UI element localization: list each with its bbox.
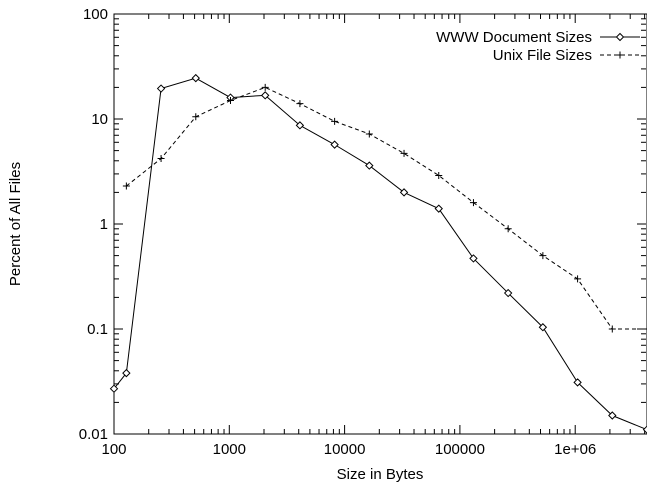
data-point-marker [330,140,339,149]
x-tick-label: 100000 [435,441,485,458]
x-tick-label: 10000 [324,441,366,458]
y-tick-label: 0.01 [79,426,108,443]
x-tick-label: 1e+06 [554,441,596,458]
data-point-marker [261,83,269,91]
series-layer [109,73,647,434]
data-point-marker [399,188,409,197]
x-tick-label: 100 [101,441,126,458]
data-point-marker [365,161,374,170]
data-point-marker [643,325,647,333]
data-point-marker [192,113,200,121]
data-point-marker [573,378,582,387]
data-point-marker [331,117,339,125]
y-tick-label: 100 [83,6,108,23]
legend-marker [615,32,625,42]
data-point-marker [469,254,478,263]
data-point-marker [295,121,305,130]
data-point-marker [191,73,200,83]
data-point-marker [122,368,131,378]
data-point-marker [109,384,119,393]
data-point-marker [608,325,616,333]
data-point-marker [469,199,477,207]
series-1 [122,83,647,333]
data-point-marker [226,97,234,105]
data-point-marker [435,171,443,179]
y-tick-label: 10 [91,111,108,128]
series-line [126,86,647,330]
x-tick-label: 1000 [213,441,246,458]
series-0 [109,73,647,434]
data-point-marker [157,155,165,163]
data-point-marker [503,288,513,298]
legend-label: WWW Document Sizes [436,29,592,46]
tick-labels: 100 1000 10000 100000 1e+06 0.01 0.1 1 10 100 [79,6,596,458]
y-tick-label: 1 [100,216,108,233]
data-point-marker [539,252,547,260]
data-point-marker [156,84,166,93]
legend-marker [616,51,624,59]
data-point-marker [538,323,548,332]
y-tick-label: 0.1 [87,321,108,338]
data-point-marker [434,204,443,213]
data-point-marker [260,91,270,100]
x-axis-label: Size in Bytes [337,466,424,483]
axis-ticks [113,13,646,435]
data-point-marker [608,411,617,420]
y-axis-label: Percent of All Files [7,162,24,286]
data-point-marker [642,425,647,434]
legend-label: Unix File Sizes [493,47,592,64]
series-line [113,77,647,431]
data-point-marker [400,149,408,157]
data-point-marker [122,182,130,190]
data-point-marker [296,100,304,108]
data-point-marker [504,225,512,233]
data-point-marker [365,130,373,138]
data-point-marker [574,275,582,283]
